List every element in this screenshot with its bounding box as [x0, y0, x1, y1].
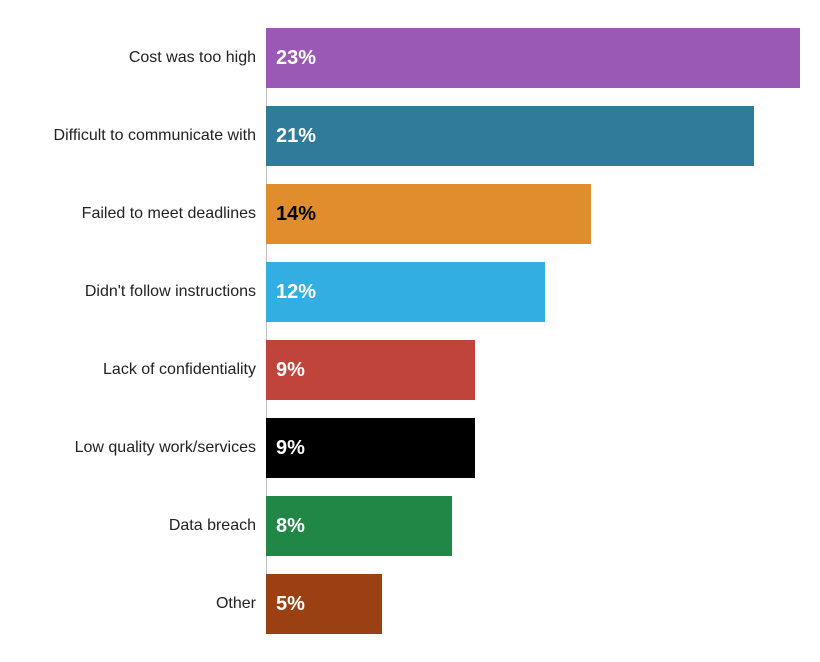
bar-value: 9%: [266, 359, 305, 382]
bar: 23%: [266, 28, 800, 88]
bar-value: 12%: [266, 281, 316, 304]
bar-row: Lack of confidentiality 9%: [0, 340, 800, 400]
bar-value: 8%: [266, 515, 305, 538]
bar-track: 12%: [266, 262, 800, 322]
bar-track: 9%: [266, 340, 800, 400]
bar-label: Didn't follow instructions: [0, 282, 266, 301]
bar-label: Low quality work/services: [0, 438, 266, 457]
bar-track: 23%: [266, 28, 800, 88]
bar-track: 8%: [266, 496, 800, 556]
bar-track: 21%: [266, 106, 800, 166]
bar-value: 5%: [266, 593, 305, 616]
bar: 8%: [266, 496, 452, 556]
bar-row: Other 5%: [0, 574, 800, 634]
bar-row: Didn't follow instructions 12%: [0, 262, 800, 322]
bar-track: 14%: [266, 184, 800, 244]
bar-label: Cost was too high: [0, 48, 266, 67]
bar-label: Data breach: [0, 516, 266, 535]
bar-track: 5%: [266, 574, 800, 634]
bar-label: Lack of confidentiality: [0, 360, 266, 379]
bar-row: Data breach 8%: [0, 496, 800, 556]
bar: 12%: [266, 262, 545, 322]
bar: 9%: [266, 418, 475, 478]
bar-row: Difficult to communicate with 21%: [0, 106, 800, 166]
bar-track: 9%: [266, 418, 800, 478]
bar-value: 23%: [266, 47, 316, 70]
bar-label: Failed to meet deadlines: [0, 204, 266, 223]
bar: 5%: [266, 574, 382, 634]
bar-row: Failed to meet deadlines 14%: [0, 184, 800, 244]
bar-value: 21%: [266, 125, 316, 148]
bar-row: Low quality work/services 9%: [0, 418, 800, 478]
bar-row: Cost was too high 23%: [0, 28, 800, 88]
horizontal-bar-chart: Cost was too high 23% Difficult to commu…: [0, 0, 820, 662]
bar: 9%: [266, 340, 475, 400]
bar: 14%: [266, 184, 591, 244]
bar-value: 9%: [266, 437, 305, 460]
bar: 21%: [266, 106, 754, 166]
bar-label: Difficult to communicate with: [0, 126, 266, 145]
bar-label: Other: [0, 594, 266, 613]
bar-value: 14%: [266, 203, 316, 226]
